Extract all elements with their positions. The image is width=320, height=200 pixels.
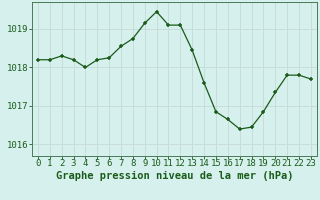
X-axis label: Graphe pression niveau de la mer (hPa): Graphe pression niveau de la mer (hPa): [56, 171, 293, 181]
